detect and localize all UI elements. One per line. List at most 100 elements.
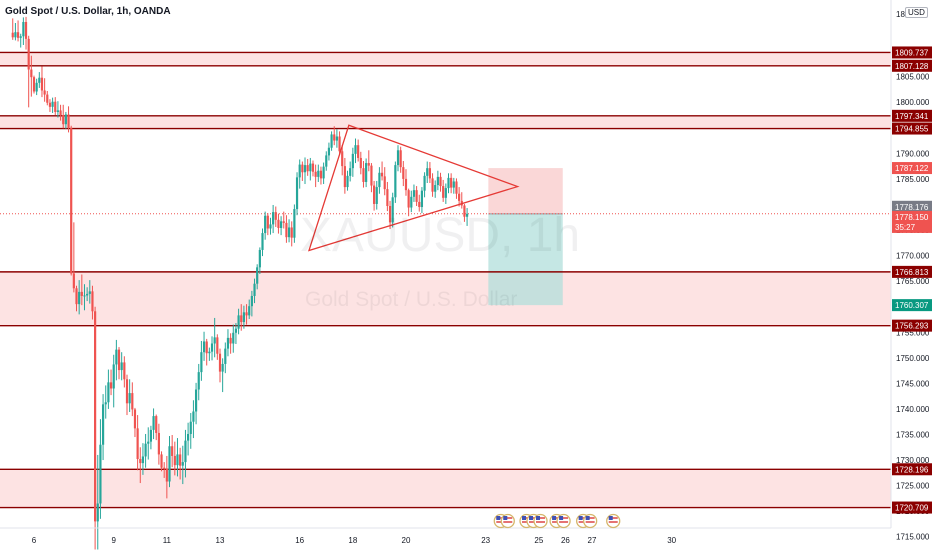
candle — [80, 274, 83, 306]
candle-body — [357, 145, 360, 158]
flag-stripe — [578, 517, 588, 519]
candle — [272, 204, 275, 234]
candle — [317, 164, 320, 182]
candle — [402, 161, 405, 187]
candle-body — [181, 462, 184, 466]
candle-body — [133, 409, 137, 429]
candle-body — [431, 178, 434, 192]
candle-body — [298, 164, 301, 178]
candle-body — [287, 227, 291, 238]
candle-body — [455, 181, 458, 194]
flag-stripe — [529, 517, 539, 519]
price-tick-label: 18 — [896, 10, 905, 19]
candle — [152, 408, 155, 440]
candle — [160, 451, 163, 472]
target-price-tag — [892, 299, 932, 312]
candle-body — [410, 196, 413, 208]
candle — [115, 339, 118, 381]
candle-body — [83, 295, 86, 297]
time-tick-label: 9 — [111, 536, 116, 545]
candle — [16, 20, 20, 42]
candle-body — [24, 21, 28, 39]
currency-label[interactable]: USD — [905, 7, 928, 18]
candle — [78, 280, 81, 315]
candle — [112, 354, 115, 408]
candle-body — [202, 341, 206, 353]
time-tick-label: 11 — [163, 536, 172, 545]
candle — [415, 186, 418, 206]
candle — [40, 66, 44, 98]
candle-body — [70, 127, 73, 274]
candle-body — [165, 468, 168, 482]
candle-body — [38, 77, 41, 83]
price-zone — [0, 52, 891, 66]
candle — [351, 147, 354, 177]
candle-body — [64, 114, 67, 125]
candle — [218, 348, 222, 383]
candle-body — [91, 291, 94, 312]
candle-body — [293, 209, 296, 238]
candle-body — [290, 227, 293, 238]
candle — [458, 187, 461, 207]
candle — [56, 101, 60, 118]
candle — [309, 157, 312, 181]
time-tick-label: 16 — [295, 536, 304, 545]
candle-body — [48, 102, 52, 107]
candle-body — [458, 193, 461, 201]
candle — [96, 454, 99, 550]
candle — [394, 161, 397, 203]
candle-body — [444, 188, 447, 198]
candle — [410, 190, 413, 213]
candle-body — [370, 165, 373, 186]
candle-body — [306, 165, 309, 172]
candle — [341, 145, 344, 176]
candle-body — [325, 155, 328, 167]
candle-body — [139, 459, 142, 464]
time-tick-label: 13 — [216, 536, 225, 545]
candle-body — [412, 190, 416, 197]
candle — [370, 163, 373, 193]
candle — [269, 217, 272, 235]
candle-body — [78, 291, 81, 305]
triangle-pattern — [308, 124, 520, 252]
us-flag-event-icon — [533, 513, 548, 529]
candle-body — [341, 151, 344, 167]
candle-body — [120, 362, 123, 371]
candle — [258, 247, 261, 274]
candle — [155, 414, 158, 441]
candle — [293, 204, 296, 243]
candle-body — [272, 212, 275, 225]
candle — [187, 422, 190, 456]
candle-body — [311, 163, 315, 172]
candle — [306, 158, 309, 176]
candle-body — [343, 166, 346, 188]
candle — [426, 161, 429, 183]
price-tick-label: 1785.000 — [896, 175, 930, 184]
candle-body — [234, 328, 238, 333]
candle — [133, 407, 137, 438]
candle — [200, 340, 203, 381]
current-price-label: 1778.176 — [895, 203, 929, 212]
candle — [149, 425, 153, 450]
us-flag-event-icon — [500, 513, 515, 529]
flag-stripe — [608, 517, 618, 519]
candle-body — [349, 168, 352, 176]
candle — [245, 304, 248, 325]
flag-stripe — [522, 517, 532, 519]
candle — [224, 342, 227, 374]
candle — [213, 317, 216, 358]
flag-stripe — [536, 517, 546, 519]
flag-canton — [578, 516, 583, 520]
candle-body — [277, 219, 280, 228]
candle — [365, 158, 368, 188]
candle — [333, 126, 336, 146]
candle — [22, 17, 25, 45]
candle — [157, 423, 160, 465]
candle — [210, 336, 214, 361]
candle — [391, 192, 394, 228]
flag-stripe — [536, 521, 546, 523]
candle — [104, 385, 107, 419]
candle-body — [14, 32, 17, 38]
